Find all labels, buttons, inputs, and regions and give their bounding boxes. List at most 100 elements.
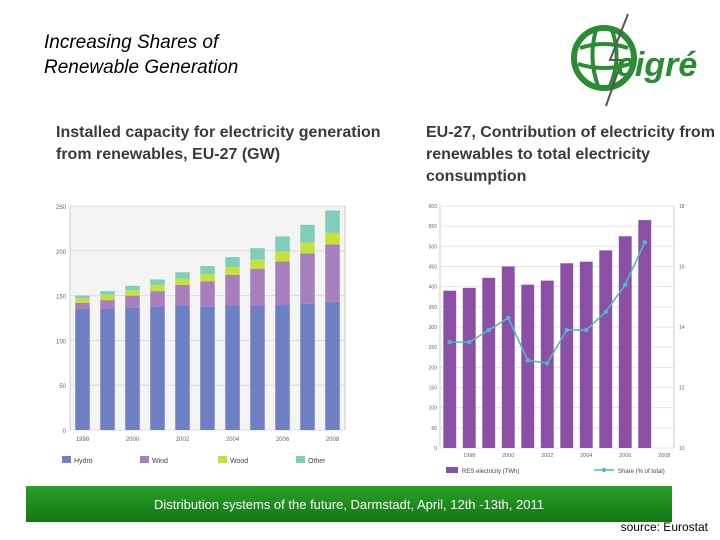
y-tick-label-250: 250 (56, 205, 67, 211)
x-tick-label-2000: 2000 (126, 437, 140, 443)
bar-wind-2001 (150, 291, 165, 307)
y-tick-label-200: 200 (56, 250, 67, 256)
x-tick-label-2002: 2002 (176, 437, 190, 443)
res-contribution-chart: 0 50 100 150 200 250 300 350 400 450 500 550 600 10 12… (429, 204, 685, 475)
legend-swatch-wood (218, 456, 227, 463)
bar-hydro-1998 (75, 309, 90, 430)
legend-swatch-share-point (601, 467, 607, 473)
bar-wood-1999 (100, 294, 115, 301)
bar-res-electricity-2005 (599, 250, 613, 448)
y-left-tick-label-550: 550 (429, 224, 438, 230)
y-left-tick-label-200: 200 (429, 365, 438, 371)
y-left-tick-label-300: 300 (429, 325, 438, 331)
y-left-tick-label-350: 350 (429, 305, 438, 311)
y-left-tick-label-450: 450 (429, 265, 438, 271)
y-tick-label-100: 100 (56, 339, 67, 345)
logo-lightning-icon (605, 13, 629, 107)
bar-wood-2006 (275, 251, 290, 262)
bar-res-electricity-1998 (462, 287, 476, 448)
y-left-tick-label-0: 0 (434, 446, 437, 452)
bar-wood-2007 (300, 242, 315, 254)
legend-label-wood: Wood (230, 458, 248, 465)
right-chart-subtitle: EU-27, Contribution of electricity from … (426, 124, 715, 185)
legend-label-other: Other (308, 458, 326, 465)
x-tick-label-2004: 2004 (226, 437, 240, 443)
share-point-1998 (466, 339, 472, 345)
x-tick-label-2002: 2002 (541, 453, 553, 459)
bar-other-2002 (175, 272, 190, 279)
bar-other-2003 (200, 266, 215, 275)
title-line-2: Renewable Generation (44, 57, 239, 78)
legend-swatch-res-electricity (446, 467, 458, 473)
installed-capacity-chart: 0 50 100 150 200 250 1998 2000 2002 2004 2006 2008 H… (56, 205, 346, 465)
bar-res-electricity-1999 (482, 277, 496, 448)
logo-text: cigré (616, 46, 697, 84)
source-note: source: Eurostat (620, 520, 708, 534)
bar-wind-2002 (175, 284, 190, 306)
bar-other-2004 (225, 257, 240, 267)
legend-swatch-wind (140, 456, 149, 463)
share-point-1997 (447, 339, 453, 345)
x-tick-label-2000: 2000 (502, 453, 514, 459)
share-point-2002 (544, 361, 550, 366)
bar-hydro-2004 (225, 305, 240, 430)
share-point-2001 (525, 357, 531, 363)
share-point-2006 (622, 282, 628, 287)
bar-wood-2008 (325, 232, 340, 245)
bar-other-2008 (325, 210, 340, 233)
bar-wood-2000 (125, 290, 140, 296)
x-tick-label-2008: 2008 (658, 453, 670, 459)
y-tick-label-0: 0 (63, 429, 67, 435)
legend-swatch-hydro (62, 456, 71, 463)
legend-label-hydro: Hydro (74, 458, 93, 465)
y-left-tick-label-250: 250 (429, 345, 438, 351)
bar-res-electricity-2003 (560, 263, 574, 448)
bar-other-2005 (250, 248, 265, 260)
bar-wood-1998 (75, 298, 90, 303)
legend-label-wind: Wind (152, 458, 168, 465)
bar-wind-2004 (225, 274, 240, 306)
bar-other-1998 (75, 295, 90, 299)
share-point-2005 (603, 309, 609, 315)
bar-other-2000 (125, 285, 140, 291)
legend-label-res-electricity: RES electricity (TWh) (462, 469, 519, 475)
footer-text: Distribution systems of the future, Darm… (154, 496, 544, 512)
bar-wood-2005 (250, 259, 265, 269)
y-right-tick-label-18: 18 (679, 204, 685, 210)
bar-wind-2003 (200, 281, 215, 307)
legend-swatch-other (296, 456, 305, 463)
cigre-logo: cigré (571, 13, 697, 107)
bar-res-electricity-2004 (579, 261, 593, 448)
x-tick-label-2008: 2008 (326, 437, 340, 443)
bar-wood-2002 (175, 278, 190, 285)
footer-bar: Distribution systems of the future, Darm… (26, 486, 672, 522)
bar-other-2006 (275, 236, 290, 252)
y-right-tick-label-10: 10 (679, 446, 685, 452)
bar-other-2007 (300, 224, 315, 243)
logo-globe-grid-icon (577, 29, 631, 87)
x-tick-label-1998: 1998 (463, 453, 475, 459)
share-point-2003 (564, 327, 570, 333)
left-chart-subtitle: Installed capacity for electricity gener… (56, 124, 381, 163)
bar-wind-1999 (100, 300, 115, 309)
x-tick-label-2006: 2006 (619, 453, 631, 459)
bar-hydro-1999 (100, 308, 115, 430)
bar-res-electricity-2006 (618, 236, 632, 448)
bar-res-electricity-2007 (638, 220, 652, 448)
bar-res-electricity-2001 (521, 284, 535, 448)
y-tick-label-150: 150 (56, 295, 67, 301)
y-left-tick-label-150: 150 (429, 386, 438, 392)
bar-res-electricity-1997 (443, 290, 457, 448)
y-tick-label-50: 50 (59, 384, 66, 390)
bar-wind-2008 (325, 244, 340, 302)
x-tick-label-1998: 1998 (76, 437, 90, 443)
bar-other-2001 (150, 279, 165, 285)
y-right-tick-label-14: 14 (679, 325, 685, 331)
bar-hydro-2005 (250, 305, 265, 430)
bar-hydro-2003 (200, 306, 215, 430)
bar-wind-1998 (75, 302, 90, 310)
bar-wind-2005 (250, 268, 265, 306)
bar-hydro-2008 (325, 301, 340, 430)
logo-globe-icon (571, 25, 637, 91)
bar-hydro-2000 (125, 307, 140, 430)
